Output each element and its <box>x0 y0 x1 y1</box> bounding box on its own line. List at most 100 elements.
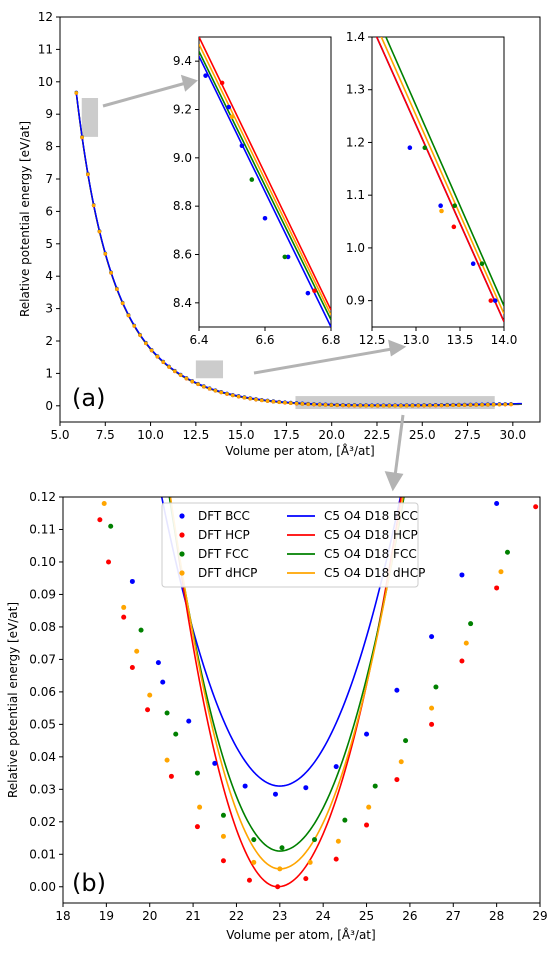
dft-point-dhcp <box>109 270 113 275</box>
inset-1-data <box>199 37 331 327</box>
y-tick-label: 9 <box>45 107 53 121</box>
y-tick-label: 0.10 <box>29 555 56 569</box>
y-tick-label: 0.9 <box>346 294 365 308</box>
dft-point-dhcp <box>265 399 270 403</box>
dft-point-dhcp <box>323 403 328 407</box>
inset-point-fcc <box>282 254 288 260</box>
inset-2: 12.5 13.0 13.5 14.0 0.9 1.0 1.1 1.2 1.3 1.4 <box>346 30 517 347</box>
dft-point-dhcp <box>254 397 258 402</box>
dft-point-dhcp <box>399 403 403 408</box>
panel-a-ylabel: Relative potential energy [eV/at] <box>18 121 32 317</box>
dft-point-bcc <box>394 687 400 693</box>
dft-point-bcc <box>494 500 500 506</box>
dft-point-dhcp <box>428 403 432 408</box>
x-tick-label: 7.5 <box>96 428 115 442</box>
dft-point-fcc <box>279 845 285 851</box>
inset-2-frame <box>371 36 505 328</box>
panel-b-label: (b) <box>72 869 106 897</box>
dft-point-fcc <box>164 710 170 716</box>
dft-point-fcc <box>173 731 179 737</box>
dft-point-dhcp <box>251 859 257 865</box>
y-tick-label: 1.4 <box>346 30 365 44</box>
dft-point-dhcp <box>480 402 484 407</box>
dft-point-hcp <box>333 856 339 862</box>
x-tick-label: 27 <box>446 909 461 923</box>
dft-point-dhcp <box>341 403 345 408</box>
inset-line-fcc <box>385 37 504 307</box>
dft-point-dhcp <box>236 394 241 399</box>
y-tick-label: 4 <box>45 269 53 283</box>
dft-point-dhcp <box>404 403 409 408</box>
x-tick-label: 29 <box>532 909 547 923</box>
dft-point-dhcp <box>132 324 137 328</box>
y-tick-label: 1 <box>45 366 53 380</box>
x-tick-label: 28 <box>489 909 504 923</box>
zoom-region <box>195 360 224 379</box>
dft-point-dhcp <box>497 402 502 407</box>
dft-point-dhcp <box>498 569 504 575</box>
x-tick-label: 22 <box>229 909 244 923</box>
dft-point-fcc <box>433 684 439 690</box>
dft-point-dhcp <box>429 705 435 711</box>
panel-b-ylabel: Relative potential energy [eV/at] <box>6 602 20 798</box>
dft-point-bcc <box>272 791 278 797</box>
dft-point-dhcp <box>161 360 166 364</box>
arrow-head-3 <box>384 471 404 492</box>
dft-point-dhcp <box>207 386 212 391</box>
x-tick-label: 25.0 <box>409 428 436 442</box>
y-tick-label: 7 <box>45 172 53 186</box>
y-tick-label: 0.01 <box>29 847 56 861</box>
dft-point-dhcp <box>288 401 293 405</box>
dft-point-dhcp <box>329 403 334 407</box>
dft-point-fcc <box>138 627 144 633</box>
x-tick-label: 18 <box>55 909 70 923</box>
y-tick-label: 5 <box>45 237 53 251</box>
dft-point-dhcp <box>312 402 316 407</box>
dft-point-dhcp <box>197 804 203 810</box>
y-tick-label: 0.00 <box>29 880 56 894</box>
y-tick-label: 0 <box>45 399 53 413</box>
inset-point-fcc <box>452 203 458 209</box>
dft-point-dhcp <box>462 403 467 407</box>
dft-point-hcp <box>246 877 252 883</box>
panel-a-label: (a) <box>72 384 105 412</box>
x-tick-label: 20.0 <box>318 428 345 442</box>
dft-point-bcc <box>333 764 339 770</box>
dft-point-dhcp <box>134 648 140 654</box>
dft-point-dhcp <box>225 392 229 396</box>
y-tick-label: 6 <box>45 204 53 218</box>
legend-label-fit-dhcp: C5 O4 D18 dHCP <box>324 566 425 580</box>
dft-point-hcp <box>459 658 465 664</box>
x-tick-label: 27.5 <box>454 428 481 442</box>
inset-line-bcc <box>199 55 331 327</box>
dft-point-fcc <box>194 770 200 776</box>
inset-point-bcc <box>305 290 311 296</box>
dft-point-fcc <box>312 837 318 843</box>
panel-b-points <box>97 500 539 890</box>
y-tick-label: 9.0 <box>173 151 192 165</box>
legend-marker-bcc <box>179 513 185 519</box>
dft-point-dhcp <box>352 403 357 408</box>
dft-point-bcc <box>429 634 435 640</box>
y-tick-label: 8.4 <box>173 296 192 310</box>
y-tick-label: 0.04 <box>29 750 56 764</box>
dft-point-hcp <box>106 559 112 565</box>
dft-point-dhcp <box>463 640 469 646</box>
x-tick-label: 19 <box>99 909 114 923</box>
fit-curve-hcp <box>169 497 402 888</box>
panel-b-xlabel: Volume per atom, [Å³/at] <box>226 927 375 942</box>
y-tick-label: 9.4 <box>173 54 192 68</box>
dft-point-dhcp <box>74 91 79 95</box>
dft-point-hcp <box>275 884 281 890</box>
x-tick-label: 20 <box>142 909 157 923</box>
dft-point-dhcp <box>271 399 276 404</box>
dft-point-dhcp <box>317 402 322 407</box>
dft-point-dhcp <box>283 400 287 405</box>
dft-point-dhcp <box>167 365 171 369</box>
dft-point-fcc <box>342 817 348 823</box>
x-tick-label: 30.0 <box>499 428 526 442</box>
dft-point-dhcp <box>422 403 426 408</box>
arrow-to-panel-b <box>393 414 405 477</box>
x-tick-label: 6.6 <box>255 333 274 347</box>
